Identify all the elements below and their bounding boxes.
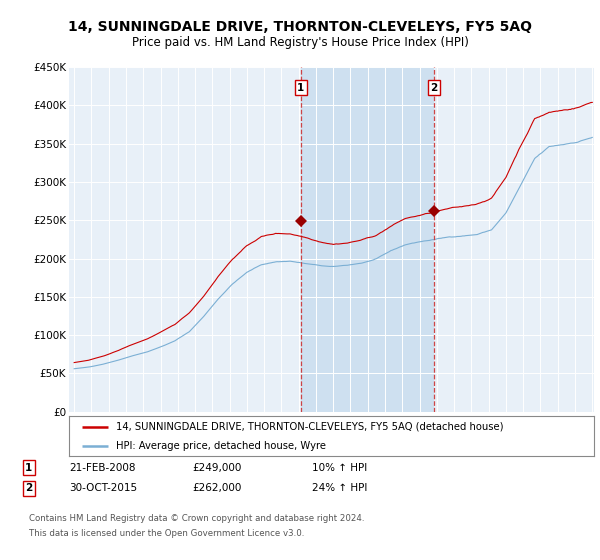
Text: 1: 1 [298, 83, 305, 93]
Bar [301, 67, 434, 412]
Text: £249,000: £249,000 [192, 463, 241, 473]
Text: 2: 2 [430, 83, 437, 93]
Text: 10% ↑ HPI: 10% ↑ HPI [312, 463, 367, 473]
Text: Price paid vs. HM Land Registry's House Price Index (HPI): Price paid vs. HM Land Registry's House … [131, 36, 469, 49]
Text: This data is licensed under the Open Government Licence v3.0.: This data is licensed under the Open Gov… [29, 529, 304, 538]
Text: 14, SUNNINGDALE DRIVE, THORNTON-CLEVELEYS, FY5 5AQ: 14, SUNNINGDALE DRIVE, THORNTON-CLEVELEY… [68, 20, 532, 34]
Text: Contains HM Land Registry data © Crown copyright and database right 2024.: Contains HM Land Registry data © Crown c… [29, 514, 364, 523]
Text: 30-OCT-2015: 30-OCT-2015 [69, 483, 137, 493]
Text: £262,000: £262,000 [192, 483, 241, 493]
Text: 1: 1 [25, 463, 32, 473]
Text: 24% ↑ HPI: 24% ↑ HPI [312, 483, 367, 493]
Text: 21-FEB-2008: 21-FEB-2008 [69, 463, 136, 473]
Text: 2: 2 [25, 483, 32, 493]
Text: 14, SUNNINGDALE DRIVE, THORNTON-CLEVELEYS, FY5 5AQ (detached house): 14, SUNNINGDALE DRIVE, THORNTON-CLEVELEY… [116, 422, 504, 432]
Text: HPI: Average price, detached house, Wyre: HPI: Average price, detached house, Wyre [116, 441, 326, 450]
